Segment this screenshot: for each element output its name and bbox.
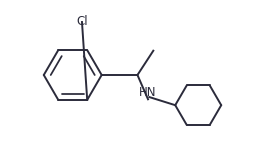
Text: Cl: Cl: [76, 15, 88, 28]
Text: HN: HN: [139, 86, 157, 99]
